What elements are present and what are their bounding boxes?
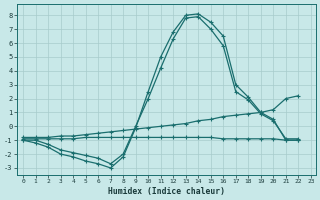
X-axis label: Humidex (Indice chaleur): Humidex (Indice chaleur)	[108, 187, 225, 196]
